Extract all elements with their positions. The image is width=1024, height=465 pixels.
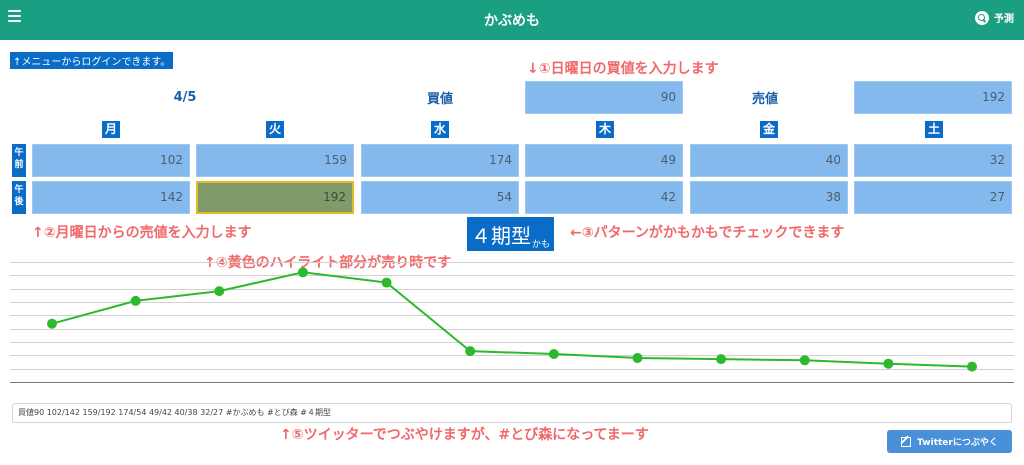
buy-price-input[interactable]: 90 xyxy=(525,81,683,114)
pattern-hint: ←③パターンがかもかもでチェックできます xyxy=(570,225,845,241)
tweet-text-field[interactable]: 買値90 102/142 159/192 174/54 49/42 40/38 … xyxy=(12,403,1012,423)
pattern-label: ４期型 xyxy=(471,224,531,248)
am-input-sat[interactable]: 32 xyxy=(854,144,1012,177)
am-input-thu[interactable]: 49 xyxy=(525,144,683,177)
tweet-button[interactable]: Twitterにつぶやく xyxy=(887,430,1012,453)
sell-price-input[interactable]: 192 xyxy=(854,81,1012,114)
pm-label: 午後 xyxy=(12,181,26,214)
chart-point-0 xyxy=(47,318,57,329)
pm-input-tue[interactable]: 192 xyxy=(196,181,354,214)
am-input-mon[interactable]: 102 xyxy=(32,144,190,177)
day-label-tue: 火 xyxy=(266,121,285,138)
day-label-thu: 木 xyxy=(596,121,615,138)
predict-label: 予測 xyxy=(994,14,1014,25)
predict-button[interactable]: 予測 xyxy=(975,10,1014,25)
chart-point-9 xyxy=(799,355,810,366)
tweet-button-label: Twitterにつぶやく xyxy=(917,438,998,448)
am-input-tue[interactable]: 159 xyxy=(196,144,354,177)
chart-point-4 xyxy=(381,277,392,288)
pm-input-fri[interactable]: 38 xyxy=(690,181,848,214)
pm-input-sat[interactable]: 27 xyxy=(854,181,1012,214)
sell-label: 売値 xyxy=(751,92,778,107)
price-chart xyxy=(10,262,1014,383)
menu-note: ↑メニューからログインできます。 xyxy=(10,52,174,69)
menu-icon[interactable] xyxy=(8,10,21,22)
date-label: 4/5 xyxy=(173,90,197,105)
day-label-sat: 土 xyxy=(925,121,944,138)
pattern-badge: ４期型 かも xyxy=(467,217,555,251)
search-icon xyxy=(975,10,989,25)
chart-point-6 xyxy=(548,349,559,359)
chart-point-2 xyxy=(214,286,225,297)
sell-hint: ↑②月曜日からの売値を入力します xyxy=(32,225,252,241)
am-input-fri[interactable]: 40 xyxy=(690,144,848,177)
chart-point-3 xyxy=(297,267,308,278)
buy-hint: ↓①日曜日の買値を入力します xyxy=(527,61,719,77)
day-label-wed: 水 xyxy=(431,121,450,138)
pattern-sub: かも xyxy=(532,240,551,250)
chart-series-line xyxy=(51,271,973,368)
day-label-fri: 金 xyxy=(760,121,779,138)
buy-label: 買値 xyxy=(426,92,453,107)
chart-point-10 xyxy=(883,358,894,369)
app-title: かぶめも xyxy=(484,13,540,29)
chart-point-7 xyxy=(632,353,643,363)
pm-input-thu[interactable]: 42 xyxy=(525,181,683,214)
chart-point-5 xyxy=(465,346,476,357)
tweet-hint: ↑⑤ツイッターでつぶやけますが、#とび森になってまーす xyxy=(280,427,649,443)
am-label: 午前 xyxy=(12,144,26,177)
day-label-mon: 月 xyxy=(102,121,121,138)
edit-icon xyxy=(901,436,912,447)
pm-input-wed[interactable]: 54 xyxy=(361,181,519,214)
am-input-wed[interactable]: 174 xyxy=(361,144,519,177)
chart-point-11 xyxy=(967,361,977,372)
pm-input-mon[interactable]: 142 xyxy=(32,181,190,214)
chart-point-8 xyxy=(716,354,727,365)
chart-point-1 xyxy=(130,295,141,306)
app-header: かぶめも 予測 xyxy=(0,0,1024,40)
